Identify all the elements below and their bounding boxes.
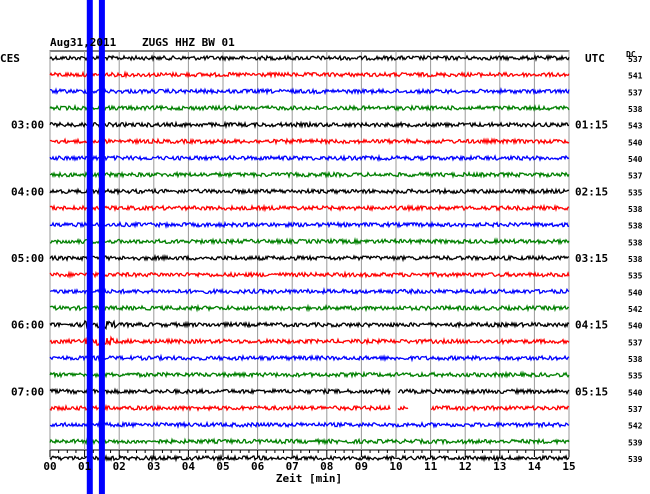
- trace-row: [49, 137, 570, 146]
- dc-offset-label: 538: [628, 105, 643, 114]
- dc-offset-label: 538: [628, 255, 643, 264]
- trace-row: [49, 335, 570, 347]
- right-time-label: 05:15: [575, 385, 608, 398]
- right-timezone: UTC: [585, 52, 605, 65]
- event-group: [86, 0, 105, 494]
- x-axis-label: Zeit [min]: [276, 472, 342, 485]
- dc-offset-label: 542: [628, 422, 643, 431]
- trace-row: [49, 436, 570, 446]
- left-time-label: 03:00: [11, 119, 44, 132]
- x-tick-label: 11: [424, 460, 438, 473]
- left-time-label: 04:00: [11, 185, 44, 198]
- right-time-label: 03:15: [575, 252, 608, 265]
- dc-offset-label: 540: [628, 155, 643, 164]
- dc-offset-label: 539: [628, 438, 643, 447]
- left-time-label: 05:00: [11, 252, 44, 265]
- trace-row: [49, 420, 570, 429]
- trace-row: [49, 170, 570, 179]
- dc-offset-label: 537: [628, 172, 643, 181]
- trace-row: [49, 253, 570, 263]
- x-tick-label: 01: [78, 460, 92, 473]
- trace-row: [49, 286, 570, 296]
- x-tick-label: 15: [562, 460, 575, 473]
- dc-offset-label: 538: [628, 222, 643, 231]
- trace-row: [49, 403, 570, 413]
- x-tick-label: 05: [216, 460, 229, 473]
- trace-row: [49, 203, 570, 213]
- dc-offset-label: 535: [628, 188, 643, 197]
- dc-offset-label: 541: [628, 72, 643, 81]
- x-tick-label: 13: [493, 460, 506, 473]
- trace-row: [49, 387, 570, 396]
- right-time-label: 04:15: [575, 319, 608, 332]
- dc-label: DC: [626, 50, 636, 59]
- x-tick-label: 08: [320, 460, 333, 473]
- trace-row: [49, 220, 570, 229]
- trace-row: [49, 303, 570, 313]
- dc-offset-label: 535: [628, 272, 643, 281]
- dc-offset-label: 540: [628, 138, 643, 147]
- x-tick-label: 03: [147, 460, 160, 473]
- trace-row: [49, 153, 570, 162]
- right-time-label: 01:15: [575, 119, 608, 132]
- trace-group: [49, 54, 570, 463]
- x-tick-label: 07: [286, 460, 299, 473]
- left-time-label: 06:00: [11, 319, 44, 332]
- trace-row: [49, 353, 570, 363]
- x-tick-label: 14: [528, 460, 542, 473]
- trace-row: [49, 237, 570, 246]
- label-group: Aug31,2011 ZUGS HHZ BW 01 CES UTC DC Zei…: [0, 36, 643, 485]
- event-bar: [98, 0, 105, 494]
- dc-offset-label: 537: [628, 55, 643, 64]
- dc-offset-label: 538: [628, 238, 643, 247]
- trace-row: [49, 70, 570, 79]
- dc-offset-label: 542: [628, 305, 643, 314]
- trace-row: [49, 87, 570, 96]
- trace-row: [49, 319, 570, 331]
- x-tick-label: 04: [182, 460, 196, 473]
- left-time-label: 07:00: [11, 385, 44, 398]
- dc-offset-label: 540: [628, 288, 643, 297]
- x-tick-label: 02: [113, 460, 126, 473]
- trace-row: [49, 270, 570, 280]
- trace-row: [49, 54, 570, 63]
- x-tick-label: 10: [389, 460, 402, 473]
- x-tick-label: 06: [251, 460, 265, 473]
- trace-row: [49, 103, 570, 112]
- chart-date: Aug31,2011: [50, 36, 117, 49]
- right-time-label: 02:15: [575, 185, 608, 198]
- x-tick-label: 00: [43, 460, 56, 473]
- dc-offset-label: 540: [628, 322, 643, 331]
- trace-row: [49, 370, 570, 380]
- x-tick-label: 12: [459, 460, 472, 473]
- dc-offset-label: 538: [628, 205, 643, 214]
- trace-row: [49, 120, 570, 130]
- dc-offset-label: 543: [628, 122, 643, 131]
- dc-offset-label: 537: [628, 88, 643, 97]
- chart-station: ZUGS HHZ BW 01: [142, 36, 235, 49]
- left-timezone: CES: [0, 52, 20, 65]
- dc-offset-label: 537: [628, 405, 643, 414]
- dc-offset-label: 538: [628, 355, 643, 364]
- x-tick-label: 09: [355, 460, 368, 473]
- event-bar: [86, 0, 93, 494]
- trace-row: [49, 453, 570, 463]
- dc-offset-label: 535: [628, 372, 643, 381]
- dc-offset-label: 539: [628, 455, 643, 464]
- grid-lines: [49, 50, 570, 457]
- dc-offset-label: 537: [628, 338, 643, 347]
- dc-offset-label: 540: [628, 388, 643, 397]
- trace-row: [49, 186, 570, 196]
